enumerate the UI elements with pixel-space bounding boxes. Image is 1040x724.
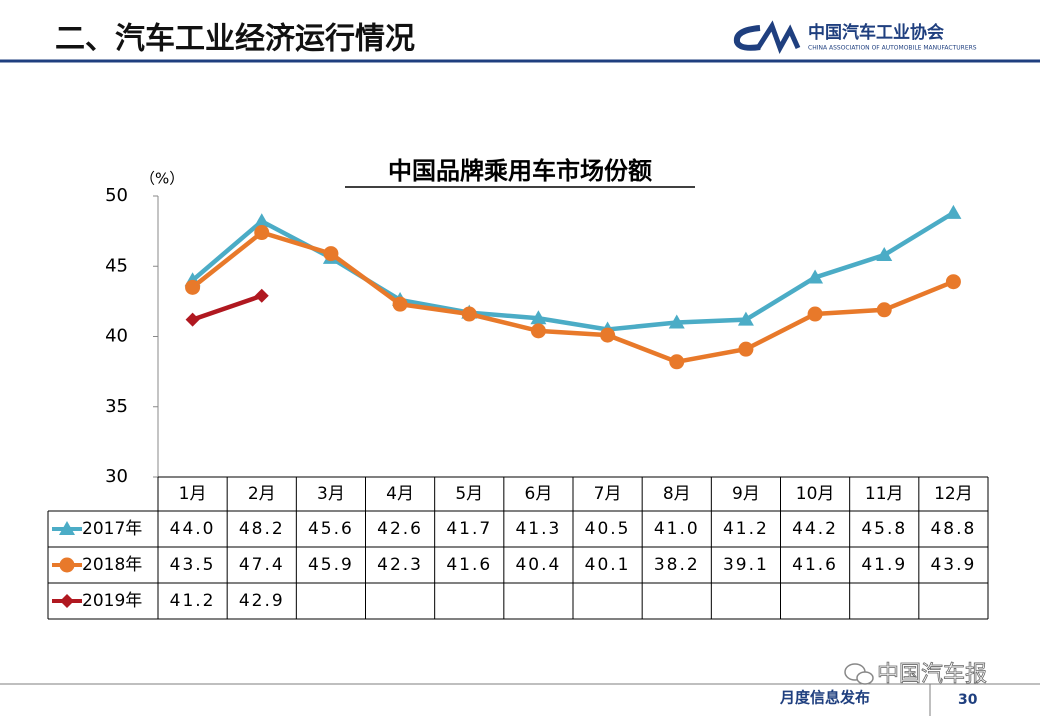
logo-en: CHINA ASSOCIATION OF AUTOMOBILE MANUFACT… xyxy=(808,45,977,52)
table-value: 43.9 xyxy=(930,555,976,575)
legend-label: 2017年 xyxy=(82,519,142,539)
table-value: 41.7 xyxy=(446,519,492,539)
marker xyxy=(392,296,408,312)
page-number: 30 xyxy=(958,692,978,708)
marker xyxy=(254,225,270,241)
marker xyxy=(60,594,74,608)
marker xyxy=(876,247,893,262)
table-value: 39.1 xyxy=(723,555,769,575)
table-value: 45.6 xyxy=(308,519,354,539)
watermark: 中国汽车报 xyxy=(877,662,987,687)
table-value: 41.2 xyxy=(723,519,769,539)
table-value: 42.6 xyxy=(377,519,423,539)
table-value: 48.8 xyxy=(930,519,976,539)
logo-cn: 中国汽车工业协会 xyxy=(808,22,944,43)
table-value: 40.5 xyxy=(585,519,631,539)
marker xyxy=(59,557,75,573)
table-value: 41.3 xyxy=(515,519,561,539)
table-value: 40.1 xyxy=(585,555,631,575)
marker xyxy=(530,310,547,325)
marker xyxy=(253,213,270,228)
table-value: 41.6 xyxy=(446,555,492,575)
x-tick-label: 8月 xyxy=(663,484,691,504)
table-value: 38.2 xyxy=(654,555,700,575)
marker xyxy=(600,327,616,343)
marker xyxy=(945,204,962,219)
table-value: 41.2 xyxy=(170,591,216,611)
marker xyxy=(59,521,75,535)
y-tick-label: 35 xyxy=(105,396,128,417)
table-value: 42.3 xyxy=(377,555,423,575)
footer-label: 月度信息发布 xyxy=(779,689,870,707)
slide-title: 二、汽车工业经济运行情况 xyxy=(55,22,415,57)
series-line xyxy=(191,293,263,322)
marker xyxy=(323,246,339,262)
marker xyxy=(668,314,685,329)
marker xyxy=(807,306,823,322)
marker xyxy=(876,302,892,318)
marker xyxy=(185,312,200,327)
marker xyxy=(945,274,961,290)
wechat-icon xyxy=(844,663,874,685)
y-tick-label: 30 xyxy=(105,466,128,487)
logo: 中国汽车工业协会 CHINA ASSOCIATION OF AUTOMOBILE… xyxy=(733,20,977,55)
table-value: 43.5 xyxy=(170,555,216,575)
x-tick-label: 7月 xyxy=(594,484,622,504)
x-tick-label: 6月 xyxy=(525,484,553,504)
marker xyxy=(807,269,824,284)
marker xyxy=(669,354,685,370)
x-tick-label: 3月 xyxy=(317,484,345,504)
series-line xyxy=(191,230,955,365)
x-tick-label: 5月 xyxy=(455,484,483,504)
y-tick-label: 40 xyxy=(105,326,128,347)
table-value: 45.9 xyxy=(308,555,354,575)
marker xyxy=(530,323,546,339)
x-tick-label: 1月 xyxy=(179,484,207,504)
chart-title: 中国品牌乘用车市场份额 xyxy=(388,157,652,185)
x-tick-label: 10月 xyxy=(796,484,835,504)
table-value: 47.4 xyxy=(239,555,285,575)
y-tick-label: 50 xyxy=(105,185,128,206)
legend-label: 2018年 xyxy=(82,555,142,575)
marker xyxy=(185,279,201,295)
table-value: 44.0 xyxy=(170,519,216,539)
x-tick-label: 11月 xyxy=(865,484,904,504)
table-value: 41.0 xyxy=(654,519,700,539)
marker xyxy=(461,306,477,322)
table-value: 48.2 xyxy=(239,519,285,539)
table-value: 40.4 xyxy=(515,555,561,575)
table-value: 42.9 xyxy=(239,591,285,611)
y-axis-label: （%） xyxy=(140,170,184,188)
table-value: 41.6 xyxy=(792,555,838,575)
x-tick-label: 12月 xyxy=(934,484,973,504)
marker xyxy=(738,341,754,357)
y-tick-label: 45 xyxy=(105,255,128,276)
x-tick-label: 9月 xyxy=(732,484,760,504)
marker xyxy=(737,311,754,326)
marker xyxy=(254,288,269,303)
x-tick-label: 2月 xyxy=(248,484,276,504)
table-value: 45.8 xyxy=(861,519,907,539)
legend-label: 2019年 xyxy=(82,591,142,611)
table-value: 44.2 xyxy=(792,519,838,539)
table-value: 41.9 xyxy=(861,555,907,575)
x-tick-label: 4月 xyxy=(386,484,414,504)
